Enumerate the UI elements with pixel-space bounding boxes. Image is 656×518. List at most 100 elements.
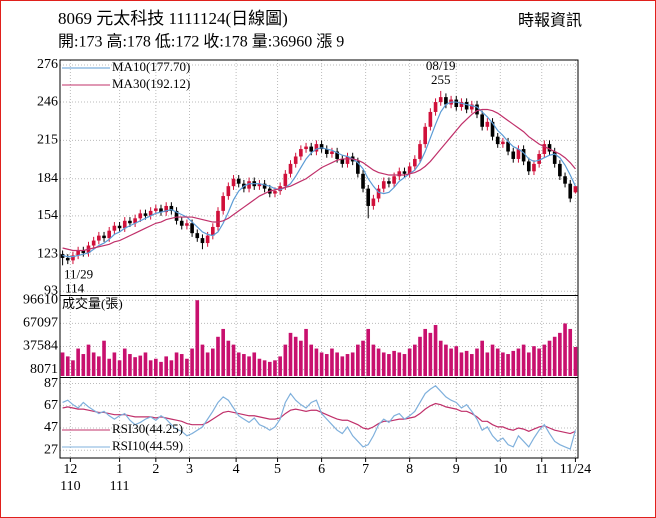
candle-body — [573, 186, 578, 193]
candle-body — [216, 210, 220, 227]
candle-body — [516, 149, 521, 159]
volume-bar — [335, 352, 339, 376]
volume-bar — [102, 340, 106, 376]
legend-label: MA30(192.12) — [112, 76, 190, 91]
candle-body — [107, 230, 112, 239]
volume-bar — [299, 340, 303, 376]
volume-bar — [81, 354, 86, 376]
volume-bar — [324, 354, 329, 376]
candle-body — [283, 173, 288, 187]
candle-body — [262, 183, 267, 189]
volume-bar — [423, 328, 428, 376]
volume-bar — [563, 323, 567, 376]
candle-body — [490, 121, 495, 137]
candle-body — [314, 144, 319, 152]
volume-bar — [319, 352, 324, 376]
line-series — [62, 385, 576, 450]
volume-bar — [267, 361, 272, 376]
x-tick-label: 12 — [63, 462, 77, 477]
volume-bar — [402, 354, 407, 376]
candle-body — [501, 141, 505, 145]
candle-body — [558, 163, 562, 177]
volume-bar — [117, 360, 122, 376]
volume-bar — [288, 332, 293, 376]
volume-bar — [122, 348, 127, 376]
volume-bar — [154, 358, 158, 376]
candle-body — [402, 171, 407, 174]
volume-bar — [345, 354, 350, 376]
x-tick-label: 5 — [274, 462, 281, 477]
x-tick-label: 9 — [453, 462, 460, 477]
volume-bar — [138, 355, 143, 376]
candle-body — [475, 104, 479, 115]
volume-bar — [195, 300, 200, 376]
volume-bar — [340, 356, 345, 376]
volume-bar — [226, 340, 231, 376]
candle-body — [143, 213, 148, 216]
volume-bar — [148, 360, 153, 376]
line-series — [62, 402, 576, 435]
volume-bar — [366, 328, 371, 376]
volume-bar — [205, 352, 210, 376]
line-series — [62, 108, 576, 252]
candle-body — [195, 233, 200, 239]
candle-body — [392, 176, 396, 184]
y-tick-label: 96610 — [23, 292, 58, 307]
candle-body — [221, 196, 225, 211]
candle-body — [91, 240, 96, 246]
volume-bar — [444, 344, 448, 376]
candle-body — [117, 225, 122, 229]
candle-body — [102, 235, 106, 239]
candle-body — [407, 166, 412, 174]
volume-bar — [428, 332, 433, 376]
x-year-label: 110 — [60, 479, 80, 494]
volume-bar — [469, 354, 474, 376]
volume-bar — [330, 348, 334, 376]
candle-body — [309, 146, 314, 152]
x-year-label: 111 — [110, 479, 130, 494]
volume-bar — [532, 346, 536, 376]
volume-bar — [511, 350, 516, 376]
candle-body — [299, 149, 303, 157]
candle-body — [236, 178, 241, 184]
candle-body — [273, 191, 277, 194]
volume-bar — [314, 348, 319, 376]
y-tick-label: 123 — [37, 246, 58, 261]
candle-body — [122, 220, 127, 229]
x-tick-label: 2 — [152, 462, 159, 477]
candle-body — [288, 163, 293, 174]
candle-body — [371, 198, 376, 206]
volume-bar — [65, 356, 70, 376]
volume-bar — [143, 352, 148, 376]
volume-bar — [371, 344, 376, 376]
mark-layer — [60, 90, 578, 450]
candle-body — [319, 144, 324, 150]
volume-bar — [283, 344, 288, 376]
panel-title: 成交量(張) — [62, 296, 123, 311]
volume-bar — [60, 352, 65, 376]
volume-bar — [242, 354, 246, 376]
volume-bar — [516, 348, 521, 376]
volume-bar — [433, 325, 438, 376]
candle-body — [552, 151, 557, 164]
volume-bar — [247, 356, 251, 376]
y-tick-label: 47 — [44, 420, 58, 435]
candle-body — [174, 210, 179, 221]
annotation-date: 08/19 — [426, 58, 456, 73]
plot-frame — [59, 59, 579, 459]
volume-bar — [495, 348, 500, 376]
candle-body — [459, 102, 464, 107]
volume-bar — [418, 336, 422, 376]
candle-body — [521, 149, 526, 162]
y-tick-label: 27 — [44, 442, 58, 457]
annotation-value: 255 — [431, 72, 451, 87]
volume-bar — [200, 344, 205, 376]
volume-bar — [91, 352, 96, 376]
chart-title: 8069 元太科技 1111124(日線圖) — [58, 9, 288, 28]
candle-body — [304, 146, 308, 150]
candle-body — [200, 238, 205, 244]
volume-bar — [449, 348, 453, 376]
candle-body — [423, 126, 428, 145]
y-tick-label: 67 — [44, 398, 58, 413]
